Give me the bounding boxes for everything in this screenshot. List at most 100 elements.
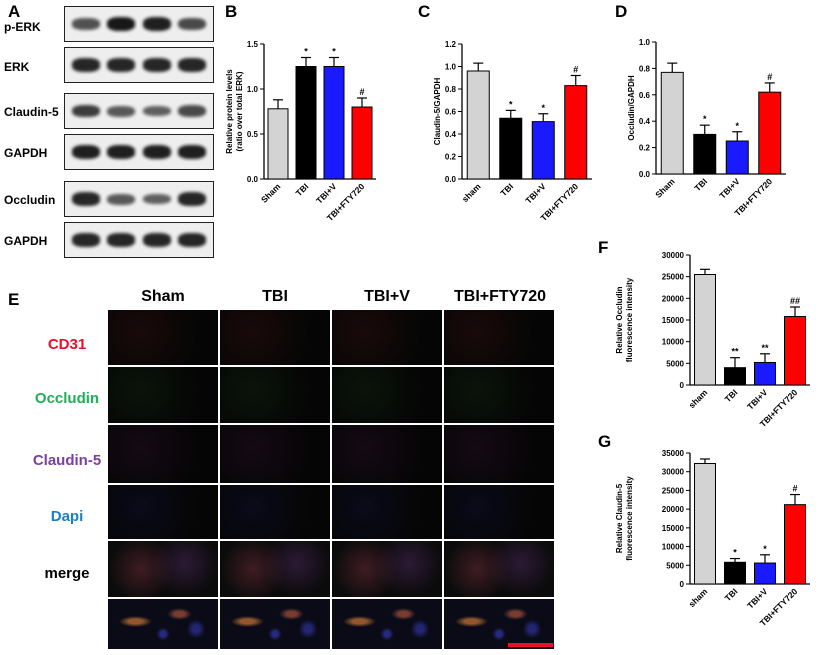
if-column-tbi-v: TBI+V xyxy=(364,288,410,305)
blot-band xyxy=(142,58,171,72)
bar xyxy=(660,71,684,175)
y-tick-label: 20000 xyxy=(662,505,685,514)
significance-mark: * xyxy=(763,544,767,554)
category-label: TBI xyxy=(498,181,515,198)
blot-band xyxy=(107,105,136,117)
blot-strip xyxy=(64,134,214,170)
y-tick-label: 15000 xyxy=(662,316,685,325)
category-label: TBI+V xyxy=(314,181,339,206)
if-image-tile xyxy=(108,541,218,597)
category-label: sham xyxy=(687,586,710,609)
significance-mark: # xyxy=(767,72,772,82)
significance-mark: ## xyxy=(790,296,800,306)
bar xyxy=(754,361,776,386)
panel-letter-g: G xyxy=(598,432,612,451)
bar xyxy=(531,121,555,180)
blot-band xyxy=(72,18,101,30)
bar xyxy=(725,140,749,175)
bar xyxy=(694,274,716,386)
if-image-tile xyxy=(220,425,330,483)
blot-band xyxy=(107,17,136,31)
significance-mark: * xyxy=(735,121,739,131)
if-image-tile xyxy=(108,310,218,365)
blot-band xyxy=(107,193,136,205)
if-image-tile xyxy=(444,367,554,423)
y-tick-label: 0 xyxy=(680,381,685,390)
bar xyxy=(724,367,746,386)
if-row-claudin5: Claudin-5 xyxy=(32,452,102,469)
bar xyxy=(351,106,373,180)
y-tick-label: 5000 xyxy=(666,359,684,368)
y-tick-label: 0.2 xyxy=(639,144,651,153)
y-tick-label: 0.0 xyxy=(639,170,651,179)
significance-mark: ** xyxy=(761,343,769,353)
significance-mark: * xyxy=(509,99,513,109)
category-label: TBI+V xyxy=(745,387,770,412)
if-image-tile xyxy=(220,541,330,597)
if-image-tile xyxy=(108,367,218,423)
if-image-tile xyxy=(108,425,218,483)
blot-band xyxy=(72,104,101,118)
category-label: TBI xyxy=(692,176,709,193)
if-image-tile xyxy=(332,485,442,539)
bar xyxy=(693,133,717,175)
bar xyxy=(466,70,490,180)
y-tick-label: 0.4 xyxy=(445,130,457,139)
y-tick-label: 5000 xyxy=(666,561,684,570)
if-image-tile xyxy=(108,599,218,649)
blot-band xyxy=(107,58,136,72)
significance-mark: * xyxy=(541,103,545,113)
y-tick-label: 0.0 xyxy=(247,175,259,184)
y-tick-label: 0.8 xyxy=(445,85,457,94)
if-row-cd31: CD31 xyxy=(47,336,87,353)
if-image-tile xyxy=(220,599,330,649)
blot-band xyxy=(177,18,206,30)
blot-strip xyxy=(64,93,214,129)
panel-letter-d: D xyxy=(615,2,628,21)
category-label: sham xyxy=(460,181,483,204)
significance-mark: * xyxy=(703,114,707,124)
if-image-tile xyxy=(444,541,554,597)
y-tick-label: 1.2 xyxy=(445,40,457,49)
significance-mark: ** xyxy=(731,347,739,357)
if-image-tile xyxy=(332,541,442,597)
category-label: Sham xyxy=(653,176,677,200)
y-axis-label: Relative Occludin xyxy=(615,286,624,353)
if-row-dapi: Dapi xyxy=(50,508,84,525)
y-axis-label: Occludin/GAPDH xyxy=(627,75,636,141)
y-tick-label: 0.6 xyxy=(639,91,651,100)
significance-mark: * xyxy=(332,47,336,57)
blot-label-occludin: Occludin xyxy=(4,193,56,207)
bar xyxy=(694,462,716,585)
if-row-occludin: Occludin xyxy=(34,390,100,407)
if-image-tile xyxy=(444,425,554,483)
significance-mark: # xyxy=(359,87,364,97)
y-tick-label: 0.6 xyxy=(445,108,457,117)
blot-label-gapdh-2: GAPDH xyxy=(4,234,48,248)
if-image-tile xyxy=(220,485,330,539)
blot-band xyxy=(177,192,206,206)
chart-c: 0.0 0.2 0.4 0.6 0.8 1.0 1.2 Claudin-5/GAPDH sham… xyxy=(433,40,592,223)
blot-strip xyxy=(64,47,214,83)
panel-letter-a: A xyxy=(8,2,21,21)
blot-band xyxy=(177,233,206,247)
y-tick-label: 10000 xyxy=(662,338,685,347)
category-label: sham xyxy=(687,387,710,410)
y-tick-label: 0.5 xyxy=(247,130,259,139)
y-axis-label: fluorescence intensity xyxy=(625,277,634,362)
panel-letter-b: B xyxy=(225,2,238,21)
y-tick-label: 35000 xyxy=(662,449,685,458)
if-image-tile xyxy=(332,367,442,423)
significance-mark: * xyxy=(304,47,308,57)
bar xyxy=(758,91,782,175)
y-tick-label: 0.2 xyxy=(445,153,457,162)
significance-mark: * xyxy=(733,548,737,558)
if-image-tile xyxy=(444,485,554,539)
blot-band xyxy=(142,193,171,205)
y-axis-label: Relative Claudin-5 xyxy=(615,483,624,553)
category-label: TBI+V xyxy=(745,586,770,611)
bar xyxy=(754,562,776,585)
category-label: TBI+V xyxy=(717,176,742,201)
bar xyxy=(295,66,317,180)
bar xyxy=(267,108,289,180)
